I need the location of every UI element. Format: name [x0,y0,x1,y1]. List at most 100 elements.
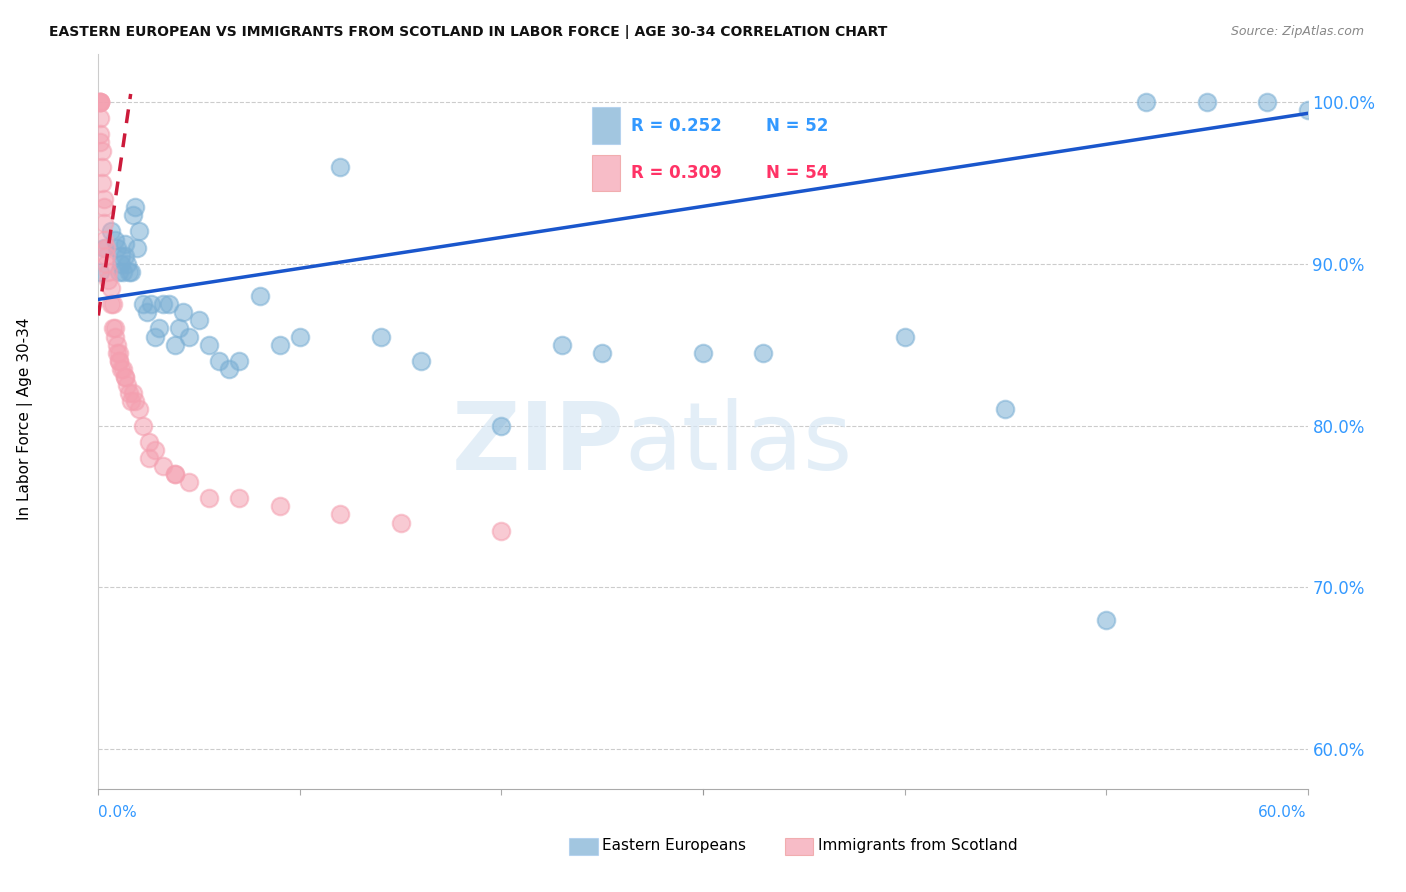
Point [269,500,291,514]
Point [89,95,111,109]
Point [107,345,129,359]
Point [107,354,129,368]
Point [163,467,186,481]
Point [124,200,146,214]
Point [120,394,142,409]
Point [103,321,125,335]
Point [93,192,115,206]
Point [89,128,111,142]
Point [752,345,775,359]
Text: EASTERN EUROPEAN VS IMMIGRANTS FROM SCOTLAND IN LABOR FORCE | AGE 30-34 CORRELAT: EASTERN EUROPEAN VS IMMIGRANTS FROM SCOT… [49,25,887,39]
Point [132,297,155,311]
Point [93,233,115,247]
Text: R = 0.309: R = 0.309 [631,164,723,182]
Point [288,329,311,343]
Point [93,200,115,214]
Point [97,265,120,279]
Point [96,241,118,255]
Point [105,337,128,351]
Point [138,450,160,465]
Point [157,297,180,311]
Text: N = 52: N = 52 [766,117,828,135]
Point [114,237,136,252]
Point [93,241,115,255]
Point [1135,95,1157,109]
Point [100,224,122,238]
Point [111,362,134,376]
Point [115,378,138,392]
Text: Eastern Europeans: Eastern Europeans [602,838,745,853]
Point [1195,95,1218,109]
Point [89,112,111,126]
Text: ZIP: ZIP [451,398,624,490]
Point [228,491,250,506]
Point [121,386,143,401]
Bar [592,107,620,145]
Point [105,241,128,255]
Point [101,297,124,311]
Point [1256,95,1278,109]
Point [100,297,122,311]
Point [167,321,190,335]
Point [249,289,271,303]
Point [1095,613,1118,627]
Point [198,337,221,351]
Point [152,458,174,473]
Text: N = 54: N = 54 [766,164,828,182]
Point [114,370,136,384]
Point [188,313,211,327]
Point [121,208,143,222]
Point [91,160,114,174]
Point [101,321,124,335]
Point [409,354,432,368]
Point [114,370,136,384]
Text: Source: ZipAtlas.com: Source: ZipAtlas.com [1230,25,1364,38]
Point [551,337,574,351]
Point [994,402,1017,417]
Text: atlas: atlas [624,398,852,490]
Point [198,491,221,506]
Text: In Labor Force | Age 30-34: In Labor Force | Age 30-34 [17,318,34,521]
Point [89,265,111,279]
Point [329,160,352,174]
Point [163,337,186,351]
Point [107,265,129,279]
Point [103,233,125,247]
Point [124,394,146,409]
Point [491,524,513,538]
Point [100,281,122,295]
Point [110,362,132,376]
Text: 0.0%: 0.0% [98,805,138,820]
Point [128,402,150,417]
Point [110,249,132,263]
Point [111,265,134,279]
Point [329,508,352,522]
Point [89,95,111,109]
Bar [592,154,620,192]
Point [132,418,155,433]
Point [389,516,412,530]
Point [93,216,115,230]
Point [91,176,114,190]
Point [692,345,714,359]
Point [177,475,201,489]
Point [118,265,141,279]
Point [135,305,157,319]
Point [118,386,141,401]
Point [893,329,915,343]
Point [138,434,160,449]
Point [97,273,120,287]
Point [218,362,240,376]
Text: Immigrants from Scotland: Immigrants from Scotland [818,838,1018,853]
Point [114,249,136,263]
Point [491,418,513,433]
Point [139,297,162,311]
Point [105,345,128,359]
Point [152,297,174,311]
Point [96,257,118,271]
Point [115,257,138,271]
Point [110,257,132,271]
Text: R = 0.252: R = 0.252 [631,117,723,135]
Point [228,354,250,368]
Point [143,329,166,343]
